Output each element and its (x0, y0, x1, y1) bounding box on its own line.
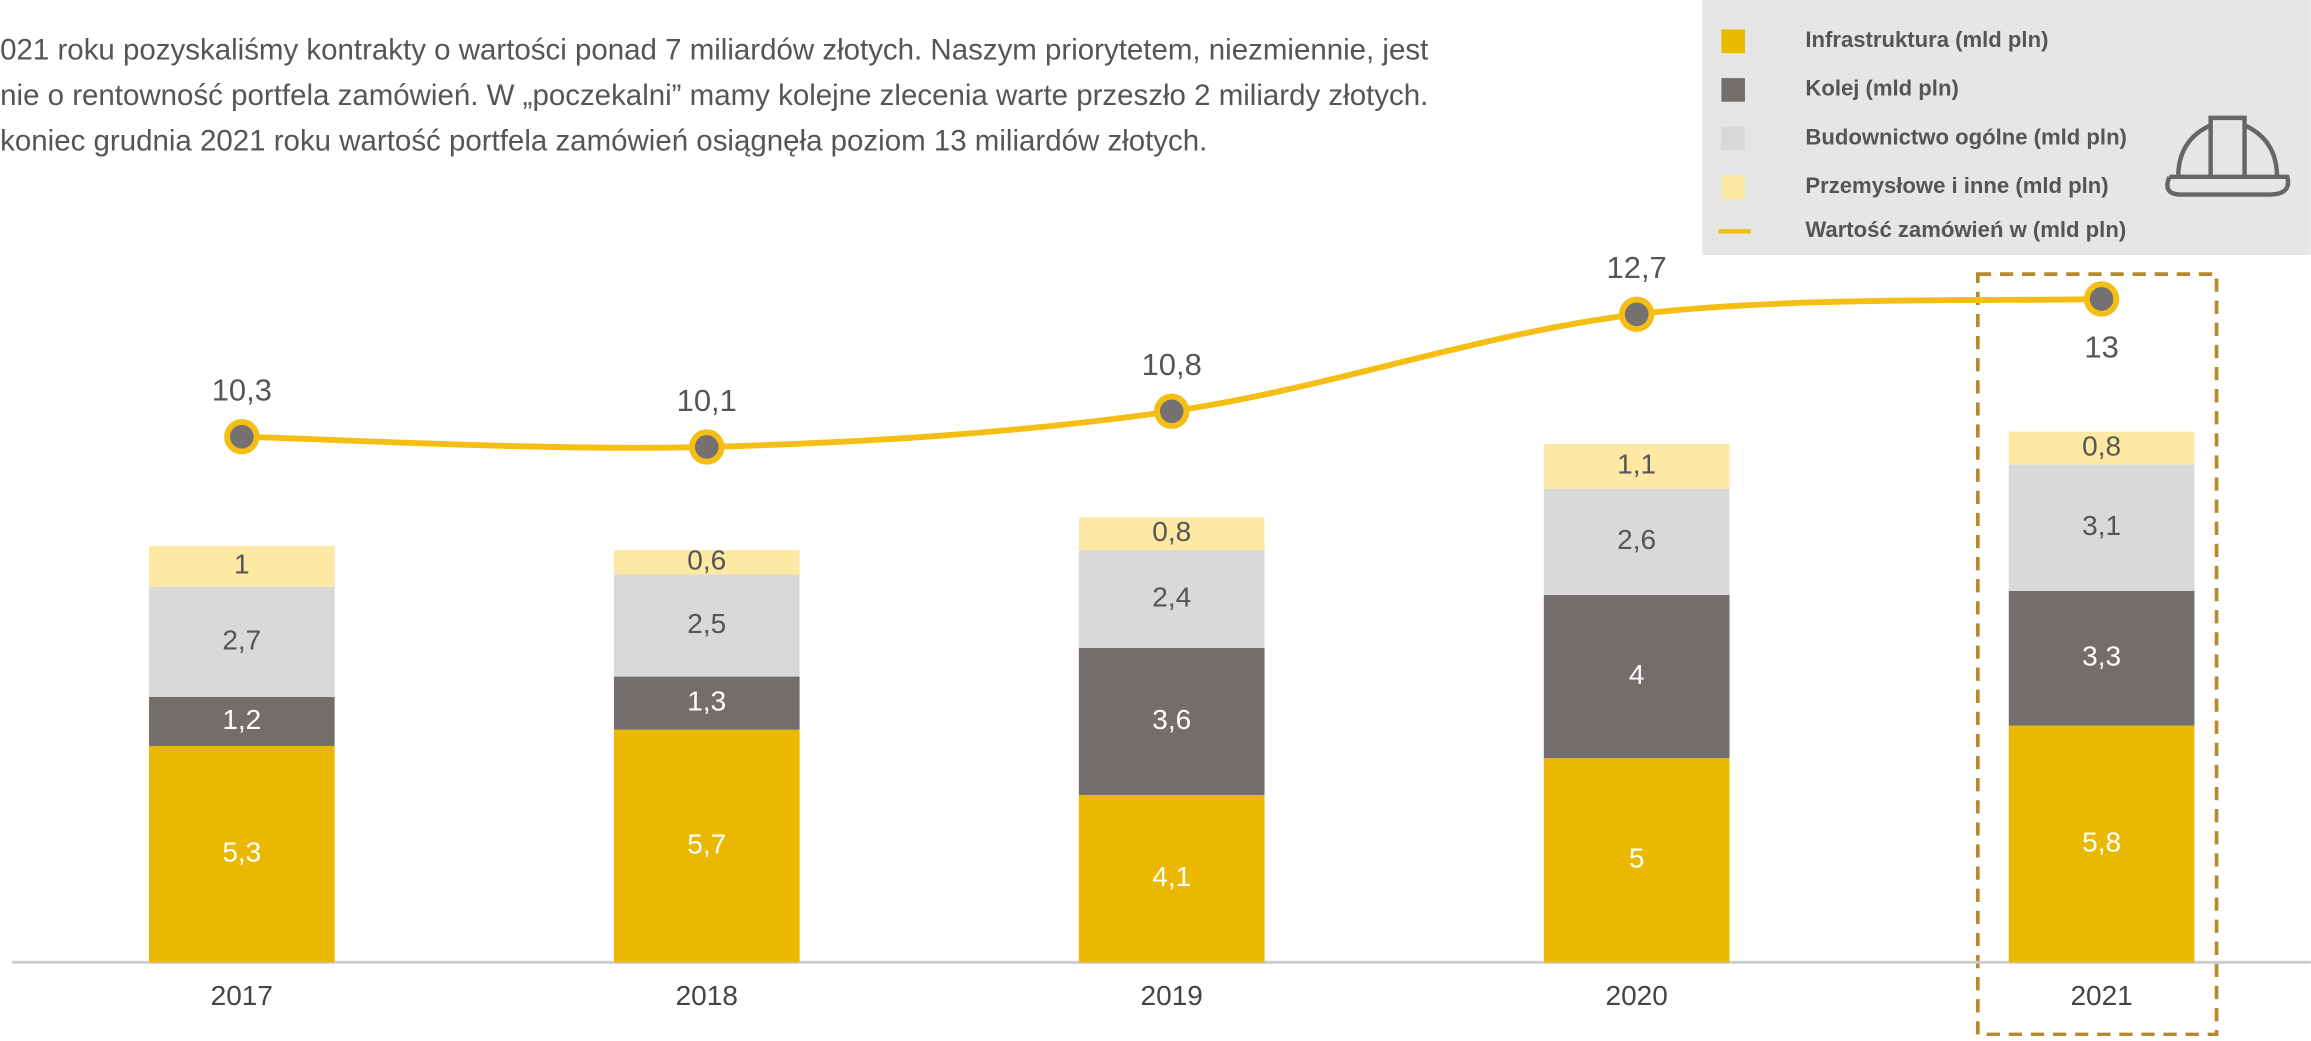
paragraph-line: koniec grudnia 2021 roku wartość portfel… (0, 125, 1207, 158)
data-label: 2,4 (1152, 581, 1191, 612)
line-point (1618, 296, 1655, 332)
legend-label: Przemysłowe i inne (mld pln) (1805, 173, 2108, 198)
bar-segment (1078, 647, 1265, 795)
data-label: 13 (2084, 329, 2118, 364)
legend-label: Wartość zamówień w (mld pln) (1805, 217, 2126, 242)
x-tick-label: 2017 (211, 980, 273, 1011)
data-label: 10,1 (677, 383, 737, 418)
data-label: 3,3 (2082, 641, 2121, 672)
data-label: 0,8 (2082, 430, 2121, 461)
data-label: 3,1 (2082, 510, 2121, 541)
paragraph-line: nie o rentowność portfela zamówień. W „p… (0, 79, 1428, 112)
data-label: 3,6 (1152, 704, 1191, 735)
bar-segment (148, 745, 335, 963)
legend-label: Infrastruktura (mld pln) (1805, 27, 2048, 52)
bar-segment (2008, 725, 2195, 963)
data-label: 1,1 (1617, 449, 1656, 480)
helmet-icon (2165, 115, 2291, 197)
x-tick-label: 2018 (676, 980, 738, 1011)
x-tick-label: 2020 (1606, 980, 1668, 1011)
legend-label: Kolej (mld pln) (1805, 76, 1958, 101)
bar-segment (148, 545, 335, 587)
data-label: 2,5 (687, 608, 726, 639)
bar-segment (613, 676, 800, 730)
data-label: 1,2 (222, 704, 261, 735)
paragraph-line: 021 roku pozyskaliśmy kontrakty o wartoś… (0, 33, 1428, 66)
data-label: 2,6 (1617, 524, 1656, 555)
legend-swatch (1721, 29, 1745, 54)
bar-segment (1543, 594, 1730, 759)
highlight-box (1975, 272, 2219, 1037)
bar-segment (148, 696, 335, 746)
legend-swatch (1721, 126, 1745, 151)
bar-segment (1543, 758, 1730, 963)
data-label: 10,3 (212, 373, 272, 408)
data-label: 4 (1629, 659, 1645, 690)
bar-segment (1078, 794, 1265, 963)
data-label: 10,8 (1142, 347, 1202, 382)
data-label: 5 (1629, 843, 1645, 874)
line-point (1154, 393, 1190, 429)
data-label: 2,7 (222, 624, 261, 655)
bar-segment (148, 586, 335, 697)
data-label: 1 (234, 549, 250, 580)
bar-segment (1078, 517, 1265, 551)
bar-segment (1543, 488, 1730, 595)
bar-segment (1543, 443, 1730, 489)
bar-segment (2008, 590, 2195, 726)
bar-segment (613, 574, 800, 677)
legend-label: Budownictwo ogólne (mld pln) (1805, 124, 2127, 149)
data-label: 5,3 (222, 837, 261, 868)
data-label: 4,1 (1152, 861, 1191, 892)
bar-segment (2008, 464, 2195, 591)
data-label: 1,3 (687, 685, 726, 716)
bar-segment (2008, 431, 2195, 465)
bar-segment (613, 550, 800, 575)
data-label: 12,7 (1607, 250, 1667, 285)
legend-swatch (1721, 78, 1745, 102)
data-label: 0,6 (687, 545, 726, 576)
x-tick-label: 2019 (1141, 980, 1203, 1011)
data-label: 5,8 (2082, 826, 2121, 857)
bar-segment (613, 729, 800, 963)
data-label: 5,7 (687, 828, 726, 859)
line-point (2083, 281, 2120, 317)
line-point (224, 419, 260, 455)
bar-segment (1078, 550, 1265, 648)
legend-swatch (1721, 175, 1745, 199)
line-point (689, 429, 725, 465)
x-tick-label: 2021 (2070, 980, 2132, 1011)
data-label: 0,8 (1152, 516, 1191, 547)
